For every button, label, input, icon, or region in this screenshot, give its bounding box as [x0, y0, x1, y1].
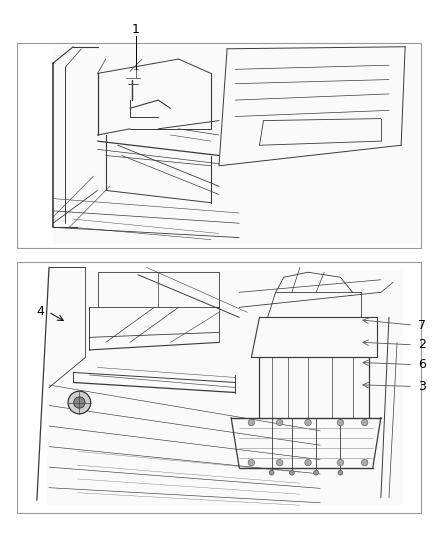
Circle shape [338, 470, 343, 475]
Circle shape [361, 459, 368, 466]
Circle shape [337, 459, 344, 466]
Text: 7: 7 [418, 319, 426, 332]
Text: 4: 4 [36, 305, 44, 318]
Bar [17, 43, 421, 248]
Text: 3: 3 [418, 380, 426, 393]
Circle shape [305, 419, 311, 426]
Circle shape [314, 470, 318, 475]
Circle shape [337, 419, 344, 426]
Bar [47, 270, 403, 505]
Text: 2: 2 [418, 338, 426, 351]
Circle shape [68, 391, 91, 414]
Circle shape [276, 419, 283, 426]
Circle shape [361, 419, 368, 426]
Text: 6: 6 [418, 358, 426, 371]
Circle shape [305, 459, 311, 466]
Bar [53, 47, 417, 244]
Circle shape [248, 419, 254, 426]
Circle shape [248, 459, 254, 466]
Bar [17, 262, 421, 513]
Circle shape [290, 470, 294, 475]
Circle shape [74, 397, 85, 408]
Text: 1: 1 [132, 23, 140, 36]
Circle shape [269, 470, 274, 475]
Circle shape [276, 459, 283, 466]
